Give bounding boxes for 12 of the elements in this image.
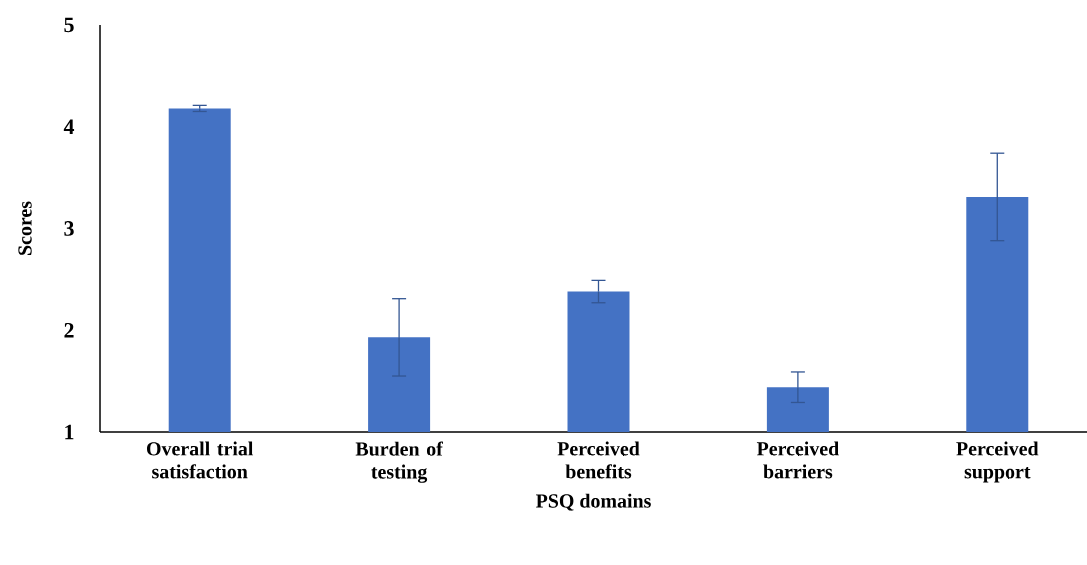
y-tick-label: 5 <box>64 17 74 33</box>
y-axis-title: Scores <box>18 201 32 255</box>
x-axis-title: PSQ domains <box>536 493 651 511</box>
y-tick-label: 3 <box>64 221 74 236</box>
x-tick-label: Perceived barriers <box>756 441 839 479</box>
y-tick-label: 4 <box>63 119 75 134</box>
x-tick-label: Perceived benefits <box>557 441 640 479</box>
x-tick-label: Perceived support <box>956 441 1039 483</box>
x-tick-label: Burden of testing <box>355 441 444 483</box>
y-tick-label: 1 <box>65 424 74 440</box>
x-tick-label: Overall trial satisfaction <box>147 441 254 479</box>
y-tick-label: 2 <box>64 322 74 338</box>
